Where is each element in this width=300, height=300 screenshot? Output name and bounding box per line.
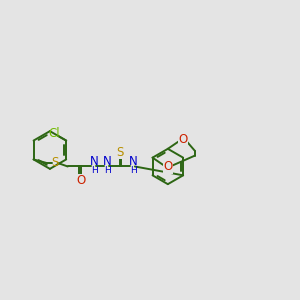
Text: O: O (163, 160, 172, 173)
Text: N: N (129, 155, 137, 168)
Text: H: H (91, 166, 98, 175)
Text: H: H (104, 166, 111, 175)
Text: Cl: Cl (49, 127, 60, 140)
Text: O: O (76, 174, 85, 187)
Text: S: S (51, 157, 59, 169)
Text: N: N (103, 155, 112, 168)
Text: H: H (130, 166, 136, 175)
Text: O: O (178, 134, 188, 146)
Text: N: N (90, 155, 99, 168)
Text: S: S (116, 146, 123, 159)
